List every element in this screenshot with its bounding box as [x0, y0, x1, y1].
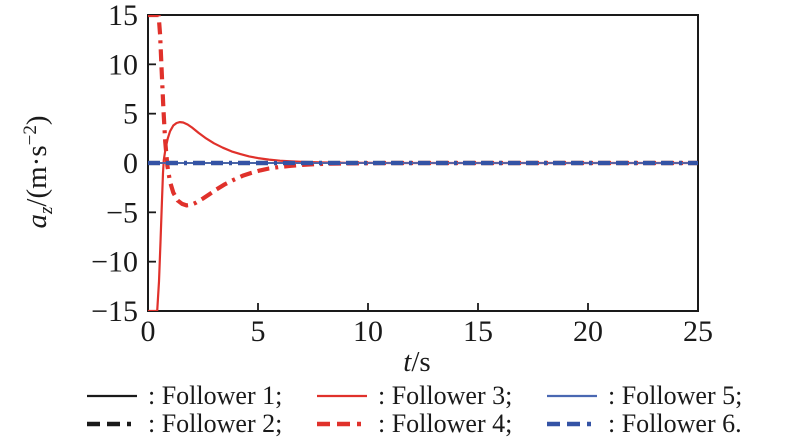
- legend-swatch-follower-6: [547, 421, 597, 427]
- legend-item-follower-3: : Follower 3;: [316, 381, 513, 410]
- y-tick-label: 15: [108, 0, 138, 32]
- legend-label-follower-6: : Follower 6.: [608, 409, 742, 438]
- y-tick-label: 0: [123, 147, 138, 180]
- x-tick-label: 15: [463, 315, 493, 348]
- y-tick-label: −15: [91, 295, 138, 328]
- series-curves: [148, 15, 698, 311]
- x-tick-label: 20: [573, 315, 603, 348]
- series-follower-4: [148, 15, 698, 208]
- legend-swatch-follower-2: [87, 421, 137, 427]
- legend-label-follower-3: : Follower 3;: [378, 381, 513, 410]
- legend-item-follower-1: : Follower 1;: [86, 381, 283, 410]
- legend-item-follower-5: : Follower 5;: [546, 381, 743, 410]
- legend-item-follower-4: : Follower 4;: [316, 409, 513, 438]
- y-tick-label: −5: [106, 196, 138, 229]
- y-tick-label: 5: [123, 98, 138, 131]
- y-axis-label: az/(m·s−2): [20, 115, 57, 228]
- legend-label-follower-1: : Follower 1;: [148, 381, 283, 410]
- legend-label-follower-5: : Follower 5;: [608, 381, 743, 410]
- x-tick-label: 5: [251, 315, 266, 348]
- x-axis-label: t/s: [403, 346, 430, 378]
- x-tick-label: 0: [141, 315, 156, 348]
- y-tick-label: −10: [91, 246, 138, 279]
- x-tick-label: 25: [683, 315, 713, 348]
- legend-item-follower-2: : Follower 2;: [86, 409, 283, 438]
- y-tick-label: 10: [108, 48, 138, 81]
- legend-item-follower-6: : Follower 6.: [546, 409, 742, 438]
- series-follower-3: [148, 121, 698, 311]
- axis-tick-labels: 0 5 10 15 20 25 −15 −10 −5 0 5 10 15: [91, 0, 713, 348]
- legend-label-follower-4: : Follower 4;: [378, 409, 513, 438]
- chart-canvas: 0 5 10 15 20 25 −15 −10 −5 0 5 10 15 az/(m·s−2) t/s: [20, 0, 713, 378]
- legend-swatch-follower-3: [317, 394, 367, 398]
- legend-swatch-follower-4: [317, 421, 367, 427]
- legend-label-follower-2: : Follower 2;: [148, 409, 283, 438]
- legend-swatch-follower-1: [87, 394, 137, 398]
- legend-swatch-follower-5: [547, 394, 597, 398]
- x-tick-label: 10: [353, 315, 383, 348]
